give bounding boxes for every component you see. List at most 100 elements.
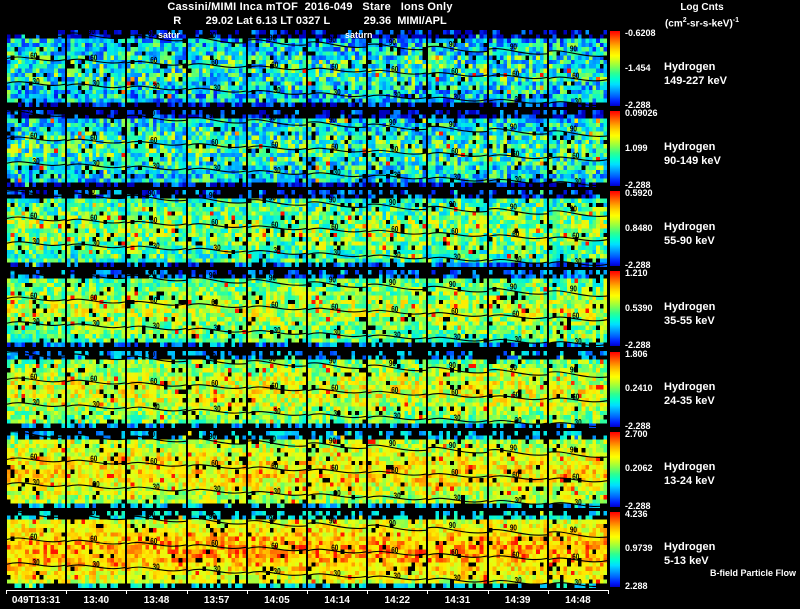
colorbar[interactable]: 0.5920 0.8480 -2.288 xyxy=(609,189,653,270)
skymap-frame[interactable]: 90 60 30 xyxy=(368,430,427,508)
skymap-frame[interactable]: 90 60 30 xyxy=(187,30,246,108)
colorbar-title: Log Cnts (cm2-sr-s-keV)-1 xyxy=(612,1,792,30)
colorbar-gradient xyxy=(609,190,621,268)
colorbar[interactable]: 1.806 0.2410 -2.288 xyxy=(609,349,653,430)
skymap-frame[interactable]: 90 60 30 xyxy=(67,30,126,108)
skymap-image xyxy=(428,350,487,428)
skymap-frame[interactable]: 90 60 30 xyxy=(548,270,607,348)
skymap-frame[interactable]: 90 60 30 xyxy=(548,430,607,508)
skymap-frame[interactable]: 90 60 30 xyxy=(127,30,186,108)
skymap-frame[interactable]: 90 60 30 xyxy=(368,190,427,268)
skymap-frame[interactable]: 90 60 30 xyxy=(247,510,306,588)
axis-tick-label: 13:57 xyxy=(203,595,230,606)
contour-label: 30 xyxy=(153,161,160,171)
contour-label: 30 xyxy=(394,89,401,99)
skymap-frame[interactable]: 90 60 30 xyxy=(428,430,487,508)
skymap-frame[interactable]: 90 60 30 xyxy=(368,510,427,588)
skymap-frame[interactable]: 90 60 30 xyxy=(488,30,547,108)
skymap-frame[interactable]: 90 60 30 xyxy=(67,350,126,428)
skymap-frame[interactable]: 90 60 30 xyxy=(187,350,246,428)
skymap-frame[interactable]: 90 60 30 xyxy=(368,110,427,188)
skymap-frame[interactable]: 90 60 30 xyxy=(187,270,246,348)
skymap-frame[interactable]: 90 60 30 xyxy=(67,110,126,188)
skymap-frame[interactable]: 90 60 30 xyxy=(488,190,547,268)
skymap-frame[interactable]: 90 60 30 xyxy=(127,110,186,188)
contour-line xyxy=(549,291,607,297)
skymap-frame[interactable]: 90 60 30 xyxy=(127,270,186,348)
skymap-frame[interactable]: 90 60 30 xyxy=(488,350,547,428)
skymap-frame[interactable]: 90 60 30 xyxy=(127,510,186,588)
skymap-frame[interactable]: 90 60 30 xyxy=(127,190,186,268)
contour-label: 90 xyxy=(269,33,276,43)
skymap-frame[interactable]: 90 60 30 xyxy=(187,510,246,588)
skymap-frame[interactable]: 90 60 30 xyxy=(127,430,186,508)
skymap-frame[interactable]: 90 60 30 xyxy=(368,30,427,108)
skymap-frame[interactable]: 90 60 30 xyxy=(7,30,66,108)
contour-label: 60 xyxy=(90,454,97,464)
skymap-frame[interactable]: 90 60 30 xyxy=(7,350,66,428)
skymap-frame[interactable]: 90 60 30 xyxy=(428,270,487,348)
contour-label: 60 xyxy=(90,534,97,544)
contour-label: 90 xyxy=(208,511,215,521)
skymap-frame[interactable]: 90 60 30 xyxy=(308,270,367,348)
skymap-frame[interactable]: 90 60 30 xyxy=(548,510,607,588)
skymap-frame[interactable]: 90 60 30 xyxy=(7,270,66,348)
skymap-frame[interactable]: 90 60 30 xyxy=(308,430,367,508)
skymap-frame[interactable]: 90 60 30 xyxy=(187,430,246,508)
skymap-frame[interactable]: 90 60 30 xyxy=(428,110,487,188)
skymap-frame[interactable]: 90 60 30 xyxy=(368,350,427,428)
skymap-frame[interactable]: 90 60 30 xyxy=(428,30,487,108)
skymap-frame[interactable]: 90 60 30 xyxy=(187,110,246,188)
skymap-frame[interactable]: 90 60 30 xyxy=(187,190,246,268)
skymap-frame[interactable]: 90 60 30 xyxy=(247,270,306,348)
contour-label: 60 xyxy=(30,371,37,381)
skymap-frame[interactable]: 90 60 30 xyxy=(308,510,367,588)
skymap-frame[interactable]: 90 60 30 xyxy=(548,350,607,428)
colorbar[interactable]: 0.09026 1.099 -2.288 xyxy=(609,109,658,190)
contour-line xyxy=(248,120,306,126)
skymap-frame[interactable]: 90 60 30 xyxy=(548,190,607,268)
colorbar[interactable]: -0.6208 -1.454 -2.288 xyxy=(609,29,656,110)
skymap-frame[interactable]: 90 60 30 xyxy=(488,430,547,508)
skymap-frame[interactable]: 90 60 30 xyxy=(308,350,367,428)
skymap-frame[interactable]: 90 60 30 xyxy=(247,350,306,428)
contour-line xyxy=(248,66,306,70)
skymap-frame[interactable]: 90 60 30 xyxy=(428,190,487,268)
skymap-frame[interactable]: 90 60 30 xyxy=(488,110,547,188)
contour-label: 30 xyxy=(454,412,461,422)
skymap-frame[interactable]: 90 60 30 xyxy=(67,270,126,348)
skymap-frame[interactable]: 90 60 30 xyxy=(247,430,306,508)
skymap-frame[interactable]: 90 60 30 xyxy=(7,110,66,188)
skymap-frame[interactable]: 90 60 30 xyxy=(488,510,547,588)
skymap-frame[interactable]: 90 60 30 xyxy=(127,350,186,428)
contour-line xyxy=(188,409,246,413)
skymap-frame[interactable]: 90 60 30 xyxy=(7,190,66,268)
skymap-frame[interactable]: 90 60 30 xyxy=(67,430,126,508)
contour-label: 60 xyxy=(331,62,338,72)
contour-label: 90 xyxy=(389,197,396,207)
colorbar[interactable]: 2.700 0.2062 -2.288 xyxy=(609,429,653,510)
contour-line xyxy=(308,309,366,313)
contour-line xyxy=(549,422,607,426)
skymap-frame[interactable]: 90 60 30 xyxy=(247,110,306,188)
skymap-frame[interactable]: 90 60 30 xyxy=(428,510,487,588)
skymap-frame[interactable]: 90 60 30 xyxy=(428,350,487,428)
colorbar[interactable]: 4.236 0.9739 2.288 xyxy=(609,509,653,590)
skymap-frame[interactable]: 90 60 30 xyxy=(308,190,367,268)
contour-label: 60 xyxy=(331,462,338,472)
skymap-frame[interactable]: 90 60 30 xyxy=(488,270,547,348)
skymap-frame[interactable]: 90 60 30 xyxy=(308,30,367,108)
skymap-frame[interactable]: 90 60 30 xyxy=(308,110,367,188)
contour-label: 60 xyxy=(391,385,398,395)
skymap-frame[interactable]: 90 60 30 xyxy=(67,190,126,268)
colorbar[interactable]: 1.210 0.5390 -2.288 xyxy=(609,269,653,350)
skymap-frame[interactable]: 90 60 30 xyxy=(7,510,66,588)
skymap-frame[interactable]: 90 60 30 xyxy=(548,110,607,188)
contour-line xyxy=(127,407,185,411)
skymap-frame[interactable]: 90 60 30 xyxy=(67,510,126,588)
skymap-frame[interactable]: 90 60 30 xyxy=(548,30,607,108)
skymap-frame[interactable]: 90 60 30 xyxy=(247,190,306,268)
skymap-frame[interactable]: 90 60 30 xyxy=(7,430,66,508)
skymap-frame[interactable]: 90 60 30 xyxy=(247,30,306,108)
skymap-frame[interactable]: 90 60 30 xyxy=(368,270,427,348)
